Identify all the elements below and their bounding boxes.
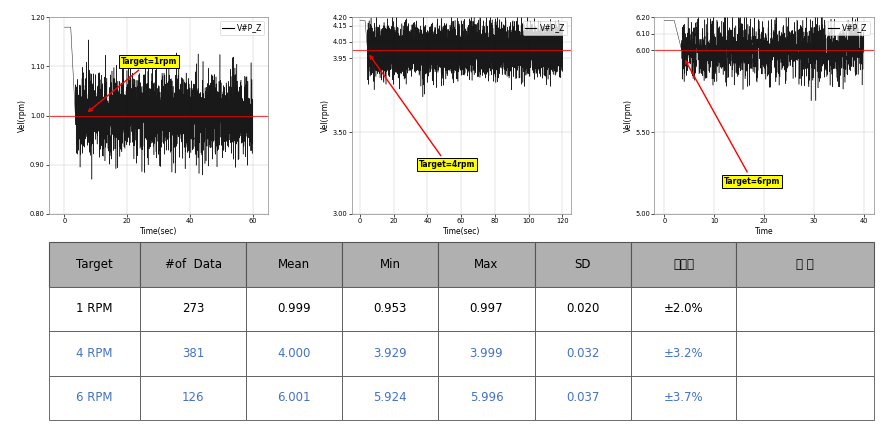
Text: Target=1rpm: Target=1rpm bbox=[89, 57, 177, 111]
Y-axis label: Vel(rpm): Vel(rpm) bbox=[18, 99, 27, 132]
X-axis label: Time(sec): Time(sec) bbox=[140, 227, 177, 236]
Legend: V#P_Z: V#P_Z bbox=[522, 21, 566, 35]
Legend: V#P_Z: V#P_Z bbox=[220, 21, 264, 35]
X-axis label: Time(sec): Time(sec) bbox=[442, 227, 479, 236]
Text: Target=6rpm: Target=6rpm bbox=[685, 61, 780, 186]
Text: Target=4rpm: Target=4rpm bbox=[369, 56, 475, 169]
X-axis label: Time: Time bbox=[754, 227, 773, 236]
Legend: V#P_Z: V#P_Z bbox=[825, 21, 869, 35]
Y-axis label: Vel(rpm): Vel(rpm) bbox=[321, 99, 330, 132]
Y-axis label: Vel(rpm): Vel(rpm) bbox=[623, 99, 632, 132]
